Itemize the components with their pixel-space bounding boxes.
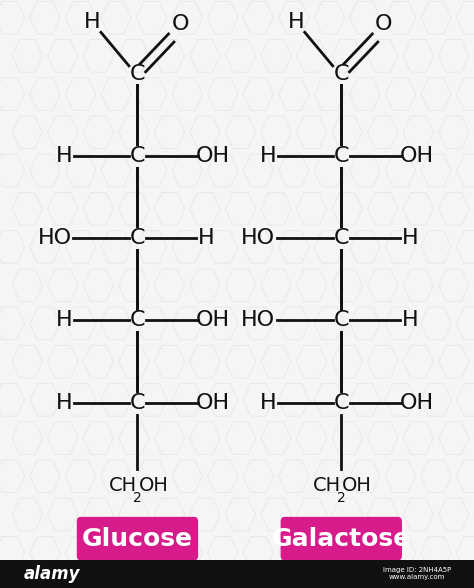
- Text: H: H: [401, 310, 419, 330]
- Text: OH: OH: [342, 476, 372, 495]
- Text: Image ID: 2NH4A5P
www.alamy.com: Image ID: 2NH4A5P www.alamy.com: [383, 567, 451, 580]
- Text: C: C: [130, 228, 145, 248]
- Text: H: H: [259, 393, 276, 413]
- Text: CH: CH: [313, 476, 341, 495]
- Text: O: O: [375, 14, 392, 34]
- Text: H: H: [55, 310, 73, 330]
- Text: OH: OH: [400, 393, 434, 413]
- Text: HO: HO: [37, 228, 72, 248]
- Text: H: H: [198, 228, 215, 248]
- Text: H: H: [401, 228, 419, 248]
- Text: H: H: [84, 12, 101, 32]
- Text: 2: 2: [337, 491, 346, 505]
- Text: C: C: [130, 64, 145, 83]
- Text: OH: OH: [400, 146, 434, 166]
- Text: H: H: [288, 12, 305, 32]
- Text: alamy: alamy: [24, 565, 80, 583]
- Text: C: C: [334, 64, 349, 83]
- Text: OH: OH: [196, 393, 230, 413]
- Text: OH: OH: [138, 476, 168, 495]
- Text: CH: CH: [109, 476, 137, 495]
- FancyBboxPatch shape: [77, 517, 198, 560]
- Text: OH: OH: [196, 310, 230, 330]
- Text: H: H: [259, 146, 276, 166]
- Text: Glucose: Glucose: [82, 527, 193, 550]
- Text: H: H: [55, 393, 73, 413]
- Text: OH: OH: [196, 146, 230, 166]
- Text: C: C: [334, 310, 349, 330]
- Text: HO: HO: [241, 228, 275, 248]
- Text: Galactose: Galactose: [272, 527, 411, 550]
- Text: O: O: [172, 14, 189, 34]
- Text: C: C: [334, 146, 349, 166]
- Text: C: C: [130, 393, 145, 413]
- Text: HO: HO: [241, 310, 275, 330]
- Text: C: C: [334, 228, 349, 248]
- FancyBboxPatch shape: [281, 517, 402, 560]
- Text: C: C: [130, 146, 145, 166]
- Text: 2: 2: [133, 491, 142, 505]
- Text: H: H: [55, 146, 73, 166]
- Text: C: C: [130, 310, 145, 330]
- Text: C: C: [334, 393, 349, 413]
- Bar: [0, 560, 474, 588]
